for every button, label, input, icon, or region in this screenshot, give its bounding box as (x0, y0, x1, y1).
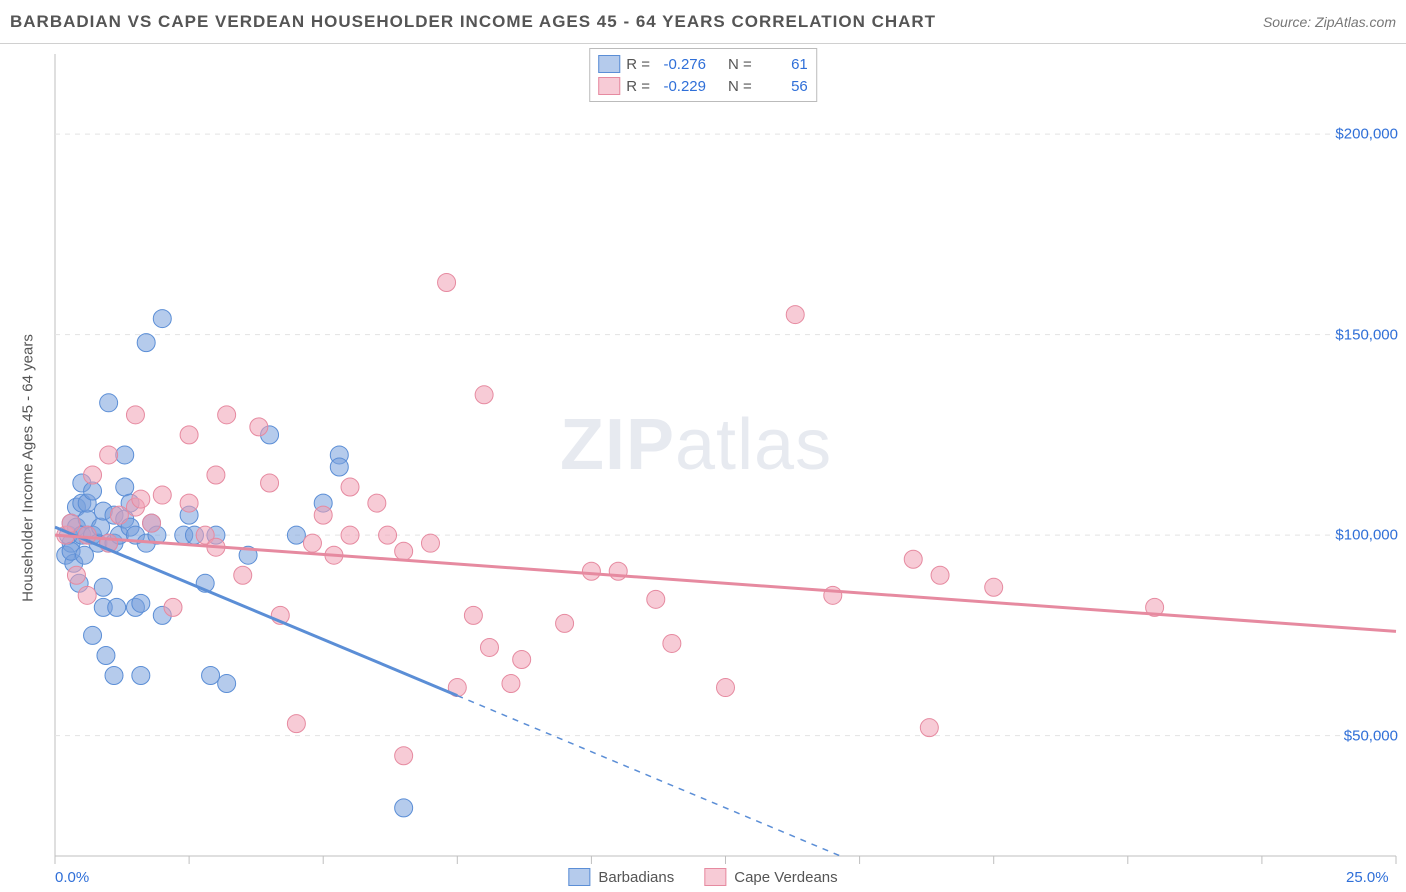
correlation-legend: R = -0.276 N = 61 R = -0.229 N = 56 (589, 48, 817, 102)
swatch-pink-icon (598, 77, 620, 95)
series-label: Barbadians (598, 869, 674, 886)
x-tick-label: 25.0% (1346, 869, 1389, 886)
y-tick-label: $200,000 (1335, 126, 1398, 143)
legend-r-value: -0.276 (656, 56, 706, 73)
legend-r-label: R = (626, 78, 650, 95)
chart-source: Source: ZipAtlas.com (1263, 14, 1396, 30)
y-tick-label: $100,000 (1335, 527, 1398, 544)
series-legend-item: Barbadians (568, 868, 674, 886)
series-legend-item: Cape Verdeans (704, 868, 837, 886)
y-tick-label: $150,000 (1335, 326, 1398, 343)
swatch-blue-icon (598, 55, 620, 73)
chart-area: Householder Income Ages 45 - 64 years ZI… (0, 44, 1406, 892)
legend-r-label: R = (626, 56, 650, 73)
chart-header: BARBADIAN VS CAPE VERDEAN HOUSEHOLDER IN… (0, 0, 1406, 44)
y-tick-label: $50,000 (1344, 727, 1398, 744)
legend-n-label: N = (728, 78, 752, 95)
correlation-legend-row: R = -0.276 N = 61 (598, 53, 808, 75)
legend-n-value: 56 (758, 78, 808, 95)
scatter-plot-svg (0, 44, 1406, 892)
swatch-blue-icon (568, 868, 590, 886)
legend-n-label: N = (728, 56, 752, 73)
swatch-pink-icon (704, 868, 726, 886)
legend-r-value: -0.229 (656, 78, 706, 95)
chart-title: BARBADIAN VS CAPE VERDEAN HOUSEHOLDER IN… (10, 12, 936, 32)
correlation-legend-row: R = -0.229 N = 56 (598, 75, 808, 97)
legend-n-value: 61 (758, 56, 808, 73)
series-label: Cape Verdeans (734, 869, 837, 886)
series-legend: Barbadians Cape Verdeans (568, 868, 837, 886)
x-tick-label: 0.0% (55, 869, 89, 886)
